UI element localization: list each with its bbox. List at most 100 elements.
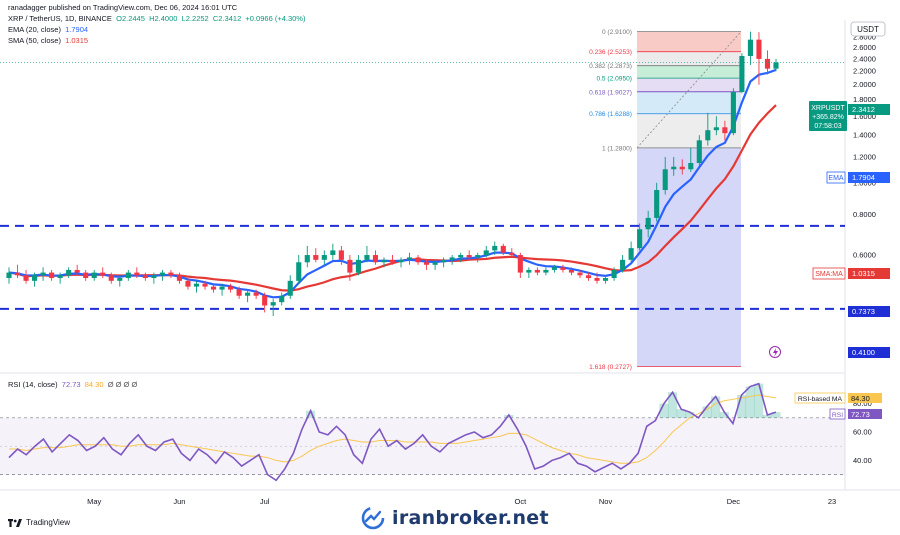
- candle-body: [637, 229, 643, 249]
- sma-badge-label: SMA:MA: [815, 271, 843, 278]
- candle-body: [602, 278, 609, 281]
- fib-label: 0.618 (1.9027): [589, 89, 632, 96]
- published-line: ranadagger published on TradingView.com,…: [8, 3, 238, 12]
- rsi-ma-line: [9, 394, 777, 464]
- sma-legend[interactable]: SMA (50, close) 1.0315: [8, 36, 88, 45]
- time-tick-label: May: [87, 497, 101, 506]
- candle-body: [679, 166, 685, 170]
- fib-label: 0.236 (2.5253): [589, 49, 632, 56]
- candle-body: [32, 275, 38, 281]
- rsi-ma-badge: RSI-based MA 84.30: [794, 392, 882, 404]
- broker-watermark-text: iranbroker.net: [392, 507, 549, 529]
- candle-body: [458, 255, 464, 258]
- candle-body: [585, 275, 592, 279]
- rsi-legend-value: 72.73: [61, 380, 81, 389]
- candle-body: [406, 257, 413, 260]
- candle-body: [628, 248, 634, 260]
- ema-legend-label: EMA (20, close): [8, 25, 61, 34]
- event-lightning-icon[interactable]: [769, 346, 781, 358]
- symbol-name[interactable]: XRP / TetherUS, 1D, BINANCE: [8, 14, 112, 23]
- rsi-badge: RSI 72.73: [829, 408, 882, 420]
- sma-price-badge: SMA:MA 1.0315: [812, 267, 890, 280]
- tradingview-logo-icon: [8, 518, 22, 527]
- candle-body: [228, 286, 234, 290]
- candle-body: [14, 272, 21, 276]
- candle-body: [321, 255, 327, 260]
- candle-body: [620, 259, 626, 270]
- support-high-value: 0.7373: [852, 307, 875, 316]
- candle-body: [662, 169, 668, 191]
- candle-body: [142, 275, 148, 279]
- last-price-badge: XRPUSDT +365.82% 07:58:03 2.3412: [809, 101, 890, 131]
- price-tick-label: 1.2000: [853, 152, 876, 161]
- ema-badge-label: EMA: [828, 175, 844, 182]
- open-value: O2.2445: [116, 14, 145, 23]
- rsi-ma-badge-label: RSI-based MA: [798, 396, 843, 403]
- candle-body: [696, 140, 702, 163]
- candle-body: [449, 257, 455, 260]
- candle-body: [543, 269, 549, 273]
- rsi-pane: 80.00 60.00 40.00: [0, 382, 872, 482]
- fib-label: 0.382 (2.2873): [589, 63, 632, 70]
- candle-body: [168, 272, 174, 276]
- ema-badge-value: 1.7904: [852, 173, 875, 182]
- currency-label: USDT: [857, 25, 879, 34]
- candle-body: [355, 259, 361, 273]
- last-price-change: +365.82%: [812, 114, 844, 121]
- last-price-symbol: XRPUSDT: [811, 105, 845, 112]
- candle-body: [381, 259, 387, 263]
- rsi-line: [8, 382, 777, 482]
- candle-body: [764, 58, 771, 69]
- candle-body: [279, 295, 285, 303]
- candle-body: [313, 255, 319, 260]
- low-value: L2.2252: [181, 14, 209, 23]
- price-tick-label: 1.4000: [853, 131, 876, 140]
- candle-body: [747, 39, 753, 56]
- ema-price-badge: EMA 1.7904: [826, 171, 890, 184]
- candle-body: [722, 127, 728, 134]
- candle-body: [517, 255, 523, 273]
- fib-label: 0.5 (2.0950): [596, 76, 632, 83]
- candle-body: [671, 166, 677, 170]
- candle-body: [262, 295, 268, 306]
- high-value: H2.4000: [149, 14, 178, 23]
- candle-body: [253, 292, 259, 296]
- last-price-countdown: 07:58:03: [814, 123, 841, 130]
- fibonacci-retracement[interactable]: 0 (2.9100) 0.236 (2.5253) 0.382 (2.2873) 0.…: [589, 29, 742, 371]
- rsi-badge-value: 72.73: [851, 410, 870, 419]
- rsi-legend[interactable]: RSI (14, close) 72.73 84.30 Ø Ø Ø Ø: [8, 380, 137, 389]
- candle-body: [398, 259, 404, 263]
- sma-badge-value: 1.0315: [852, 269, 875, 278]
- candle-body: [432, 262, 438, 265]
- candle-body: [560, 267, 566, 270]
- rsi-legend-rest: Ø Ø Ø Ø: [107, 380, 138, 389]
- ema-legend[interactable]: EMA (20, close) 1.7904: [8, 25, 88, 34]
- time-tick-label: Oct: [514, 497, 527, 506]
- price-tick-label: 1.6000: [853, 112, 876, 121]
- rsi-legend-label: RSI (14, close): [8, 380, 58, 389]
- currency-badge[interactable]: [850, 21, 886, 37]
- candle-body: [66, 269, 72, 276]
- ema-legend-value: 1.7904: [65, 25, 89, 34]
- candle-body: [151, 275, 157, 279]
- candle-body: [611, 269, 617, 279]
- support-lines[interactable]: [0, 224, 845, 310]
- candle-body: [441, 259, 447, 263]
- candle-body: [364, 255, 370, 260]
- tradingview-label: TradingView: [26, 518, 71, 527]
- fib-zone: [637, 51, 741, 66]
- fib-zone: [637, 78, 741, 92]
- candle-body: [49, 272, 55, 279]
- price-tick-label: 2.8000: [853, 33, 876, 42]
- candle-body: [23, 275, 29, 281]
- candle-body: [594, 278, 600, 281]
- candle-body: [688, 162, 694, 170]
- time-axis[interactable]: May Jun Jul Oct Nov Dec 23: [87, 497, 836, 506]
- rsi-tick-label: 40.00: [853, 456, 872, 465]
- fib-label: 1.618 (0.2727): [589, 364, 632, 371]
- candle-body: [347, 259, 353, 273]
- rsi-legend-ma-value: 84.30: [84, 380, 104, 389]
- candle-body: [713, 127, 719, 131]
- tradingview-brand[interactable]: TradingView: [8, 518, 70, 527]
